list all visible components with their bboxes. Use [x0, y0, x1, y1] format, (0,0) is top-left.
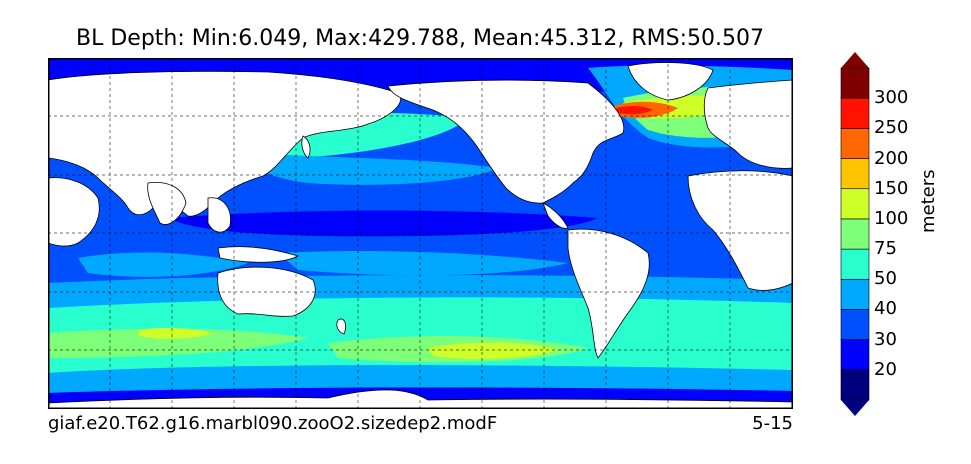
- southern-green: [48, 328, 308, 358]
- land-north-america: [387, 79, 625, 204]
- plot-title: BL Depth: Min:6.049, Max:429.788, Mean:4…: [76, 26, 764, 51]
- land-south-america: [567, 228, 650, 359]
- ocean-map: [48, 58, 793, 409]
- land-se-asia: [207, 197, 231, 233]
- southern-yellow: [428, 342, 558, 359]
- months-label: 5-15: [752, 413, 793, 434]
- colorbar-segment: [840, 67, 870, 99]
- land-africa-east: [48, 177, 100, 247]
- colorbar-segment: [840, 188, 870, 220]
- land-india: [147, 181, 187, 225]
- colorbar-tick-label: 200: [874, 147, 909, 169]
- colorbar-segment: [840, 248, 870, 280]
- colorbar-tick-label: 75: [874, 238, 897, 260]
- case-name-label: giaf.e20.T62.g16.marbl090.zooO2.sizedep2…: [48, 413, 498, 434]
- colorbar: [840, 52, 870, 416]
- colorbar-segment: [840, 97, 870, 129]
- labrador-red: [616, 105, 653, 115]
- colorbar-segment: [840, 369, 870, 401]
- colorbar-segment: [840, 278, 870, 310]
- colorbar-tick-label: 20: [874, 358, 897, 380]
- equatorial-band: [168, 210, 598, 237]
- indian-ocean-light: [78, 252, 248, 277]
- land-new-zealand: [336, 318, 346, 335]
- colorbar-segment: [840, 309, 870, 340]
- land-indonesia: [217, 246, 300, 263]
- colorbar-top-arrow: [841, 52, 869, 68]
- colorbar-bottom-arrow: [841, 400, 869, 416]
- colorbar-tick-label: 30: [874, 328, 897, 350]
- units-label: meters: [918, 169, 939, 233]
- colorbar-tick-label: 150: [874, 177, 909, 199]
- southern-yellow-2: [138, 327, 213, 339]
- land-eurasia: [48, 70, 401, 217]
- land-central-america: [542, 202, 569, 229]
- colorbar-segment: [840, 218, 870, 250]
- colorbar-segment: [840, 339, 870, 371]
- land-japan: [301, 135, 311, 159]
- colorbar-tick-label: 40: [874, 298, 897, 320]
- colorbar-tick-label: 300: [874, 87, 909, 109]
- colorbar-tick-label: 50: [874, 268, 897, 290]
- colorbar-segment: [840, 158, 870, 190]
- equatorial-light: [278, 251, 568, 276]
- land-europe: [703, 79, 793, 169]
- north-pacific-light: [248, 153, 498, 185]
- land-greenland: [627, 62, 714, 101]
- land-antarctica: [48, 389, 793, 409]
- colorbar-tick-label: 250: [874, 117, 909, 139]
- colorbar-segment: [840, 128, 870, 159]
- land-africa: [687, 170, 793, 291]
- colorbar-tick-label: 100: [874, 207, 909, 229]
